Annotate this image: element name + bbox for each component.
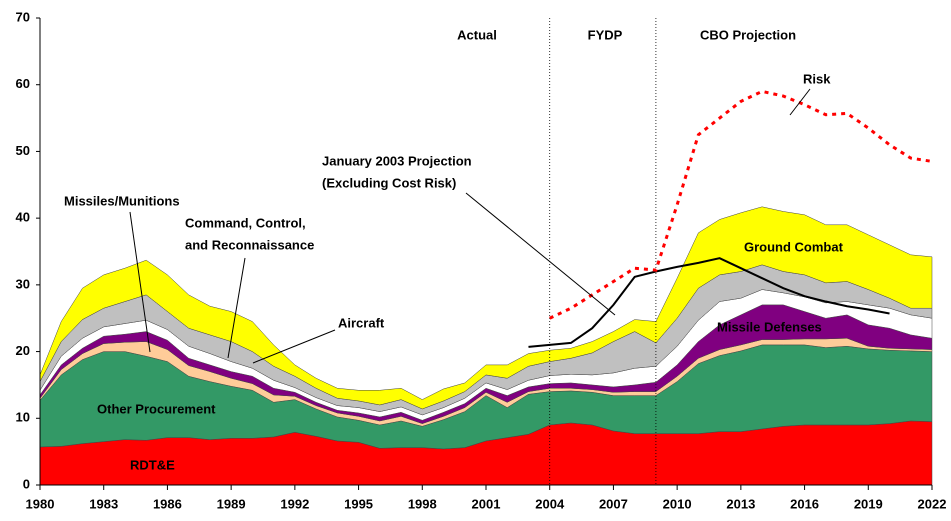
line-label: January 2003 Projection xyxy=(322,153,472,168)
y-tick-label: 30 xyxy=(16,276,30,291)
label-pointer xyxy=(129,211,151,353)
x-tick-label: 2001 xyxy=(472,496,501,511)
y-tick-label: 50 xyxy=(16,143,30,158)
label-pointer xyxy=(227,257,246,359)
label-pointer xyxy=(252,329,336,364)
x-tick-label: 1995 xyxy=(344,496,373,511)
series-label: Missiles/Munitions xyxy=(64,193,180,208)
y-tick-label: 10 xyxy=(16,410,30,425)
series-label: Command, Control, xyxy=(185,215,306,230)
period-label: Actual xyxy=(457,27,497,42)
x-tick-label: 2004 xyxy=(535,496,565,511)
x-tick-label: 2019 xyxy=(854,496,883,511)
line xyxy=(528,257,890,348)
label-pointer xyxy=(789,88,811,116)
area xyxy=(39,206,933,410)
line-label: Risk xyxy=(803,71,831,86)
x-tick-label: 1983 xyxy=(89,496,118,511)
x-tick-label: 1980 xyxy=(26,496,55,511)
line xyxy=(549,89,933,320)
y-tick-label: 60 xyxy=(16,76,30,91)
x-tick-label: 1998 xyxy=(408,496,437,511)
series-label: Aircraft xyxy=(338,315,385,330)
period-label: FYDP xyxy=(588,27,623,42)
x-tick-label: 2010 xyxy=(663,496,692,511)
x-tick-label: 2007 xyxy=(599,496,628,511)
x-tick-label: 1992 xyxy=(280,496,309,511)
x-tick-label: 2022 xyxy=(918,496,947,511)
y-tick-label: 0 xyxy=(23,476,30,491)
y-tick-label: 20 xyxy=(16,343,30,358)
series-label: RDT&E xyxy=(130,457,175,472)
x-tick-label: 2013 xyxy=(726,496,755,511)
x-tick-label: 1989 xyxy=(217,496,246,511)
series-label: Other Procurement xyxy=(97,401,216,416)
label-pointer xyxy=(465,192,616,316)
line-label: (Excluding Cost Risk) xyxy=(322,175,456,190)
x-tick-label: 1986 xyxy=(153,496,182,511)
series-label: Missile Defenses xyxy=(717,319,822,334)
y-tick-label: 70 xyxy=(16,9,30,24)
series-label: Ground Combat xyxy=(744,239,844,254)
y-tick-label: 40 xyxy=(16,210,30,225)
x-tick-label: 2016 xyxy=(790,496,819,511)
period-label: CBO Projection xyxy=(700,27,796,42)
series-label: and Reconnaissance xyxy=(185,237,314,252)
